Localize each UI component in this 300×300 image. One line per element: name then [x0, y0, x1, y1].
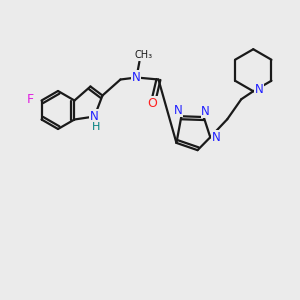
Text: N: N	[132, 71, 141, 84]
Text: N: N	[174, 104, 183, 117]
Text: N: N	[212, 131, 220, 144]
Text: H: H	[92, 122, 101, 133]
Text: O: O	[148, 97, 158, 110]
Text: F: F	[27, 93, 34, 106]
Text: CH₃: CH₃	[134, 50, 152, 61]
Text: N: N	[255, 83, 264, 96]
Text: N: N	[201, 104, 210, 118]
Text: N: N	[90, 110, 99, 123]
